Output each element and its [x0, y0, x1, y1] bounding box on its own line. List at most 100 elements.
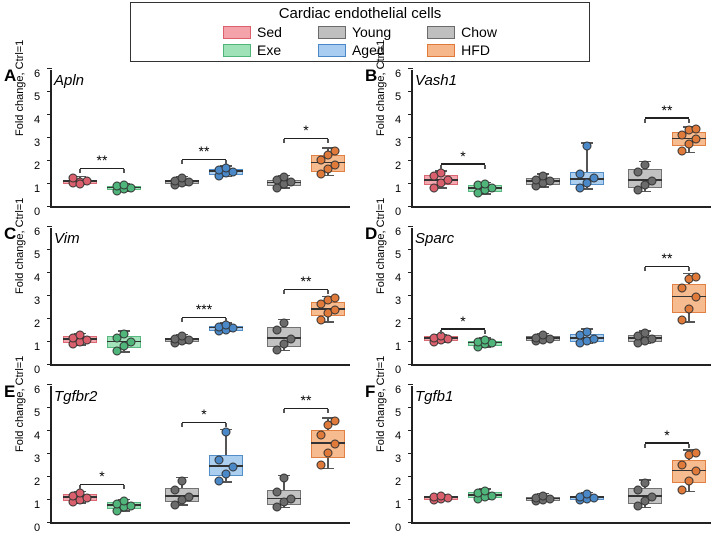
ytick-label: 0: [395, 522, 401, 534]
data-point: [692, 467, 701, 476]
data-point: [76, 489, 85, 498]
data-point: [76, 331, 85, 340]
ytick-label: 5: [34, 407, 40, 419]
swatch: [427, 44, 455, 57]
legend-label: Young: [352, 24, 391, 40]
panel-letter: F: [365, 382, 375, 402]
data-point: [317, 430, 326, 439]
legend-items: SedExeYoungAgedChowHFD: [131, 22, 589, 60]
data-point: [481, 180, 490, 189]
ytick-label: 6: [395, 384, 401, 396]
data-point: [539, 331, 548, 340]
significance-marker: **: [662, 102, 673, 118]
swatch: [427, 26, 455, 39]
y-axis-label: Fold change, Ctrl=1: [375, 356, 387, 452]
ytick-label: 2: [395, 160, 401, 172]
data-point: [280, 173, 289, 182]
chart-area: 0123456***: [411, 70, 711, 208]
data-point: [229, 462, 238, 471]
ytick-label: 0: [34, 522, 40, 534]
swatch: [223, 26, 251, 39]
data-point: [178, 174, 187, 183]
panel-C: CVimFold change, Ctrl=10123456*****: [0, 224, 361, 382]
data-point: [331, 146, 340, 155]
ytick-label: 3: [395, 137, 401, 149]
ytick-label: 6: [34, 68, 40, 80]
ytick-label: 4: [395, 430, 401, 442]
ytick-label: 6: [395, 226, 401, 238]
ytick-label: 6: [34, 226, 40, 238]
ytick-label: 1: [34, 341, 40, 353]
data-point: [583, 142, 592, 151]
panel-F: FTgfb1Fold change, Ctrl=10123456*: [361, 382, 722, 540]
data-point: [678, 146, 687, 155]
data-point: [437, 168, 446, 177]
data-point: [324, 449, 333, 458]
data-point: [331, 305, 340, 314]
data-point: [583, 490, 592, 499]
data-point: [678, 316, 687, 325]
data-point: [331, 294, 340, 303]
data-point: [120, 497, 129, 506]
data-point: [678, 485, 687, 494]
significance-marker: *: [99, 468, 104, 484]
data-point: [692, 124, 701, 133]
data-point: [437, 492, 446, 501]
legend-box: Cardiac endothelial cells SedExeYoungAge…: [130, 2, 590, 62]
panel-grid: AAplnFold change, Ctrl=10123456*****BVas…: [0, 66, 722, 540]
data-point: [481, 335, 490, 344]
data-point: [222, 469, 231, 478]
ytick-label: 0: [34, 364, 40, 376]
panel-A: AAplnFold change, Ctrl=10123456*****: [0, 66, 361, 224]
legend-item-exe: Exe: [223, 42, 282, 58]
significance-marker: *: [201, 406, 206, 422]
data-point: [178, 332, 187, 341]
data-point: [685, 476, 694, 485]
ytick-label: 0: [395, 206, 401, 218]
data-point: [692, 449, 701, 458]
y-axis-label: Fold change, Ctrl=1: [14, 198, 26, 294]
ytick-label: 1: [395, 499, 401, 511]
ytick-label: 6: [395, 68, 401, 80]
ytick-label: 4: [395, 114, 401, 126]
data-point: [576, 169, 585, 178]
significance-marker: **: [662, 250, 673, 266]
data-point: [331, 439, 340, 448]
legend-label: Sed: [257, 24, 282, 40]
ytick-label: 4: [34, 272, 40, 284]
ytick-label: 2: [34, 476, 40, 488]
y-axis-label: Fold change, Ctrl=1: [14, 40, 26, 136]
data-point: [685, 304, 694, 313]
data-point: [76, 180, 85, 189]
significance-marker: ***: [196, 301, 212, 317]
data-point: [583, 327, 592, 336]
significance-marker: *: [303, 122, 308, 138]
data-point: [641, 160, 650, 169]
data-point: [444, 175, 453, 184]
ytick-label: 1: [395, 341, 401, 353]
data-point: [648, 176, 657, 185]
ytick-label: 1: [34, 499, 40, 511]
ytick-label: 4: [395, 272, 401, 284]
data-point: [127, 338, 136, 347]
data-point: [222, 428, 231, 437]
chart-area: 0123456****: [50, 386, 350, 524]
data-point: [215, 455, 224, 464]
data-point: [280, 474, 289, 483]
panel-D: DSparcFold change, Ctrl=10123456***: [361, 224, 722, 382]
ytick-label: 2: [34, 318, 40, 330]
data-point: [222, 164, 231, 173]
ytick-label: 5: [34, 91, 40, 103]
data-point: [178, 476, 187, 485]
data-point: [317, 316, 326, 325]
ytick-label: 3: [34, 295, 40, 307]
data-point: [331, 416, 340, 425]
ytick-label: 3: [395, 453, 401, 465]
legend-item-chow: Chow: [427, 24, 497, 40]
ytick-label: 0: [34, 206, 40, 218]
ytick-label: 5: [395, 91, 401, 103]
ytick-label: 5: [395, 407, 401, 419]
swatch: [318, 26, 346, 39]
swatch: [318, 44, 346, 57]
ytick-label: 4: [34, 114, 40, 126]
